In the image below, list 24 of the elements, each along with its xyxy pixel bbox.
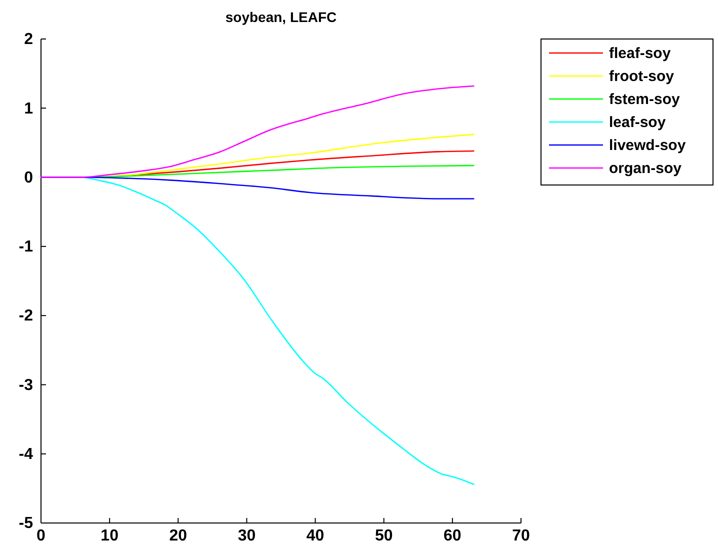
y-tick-label: 2 [24,31,34,48]
y-tick-label: 0 [24,169,34,186]
y-tick-label: 1 [24,100,34,118]
x-tick-label: 30 [238,527,256,544]
x-tick-label: 0 [36,527,46,544]
x-tick-label: 50 [374,527,393,544]
y-tick-label: -1 [18,238,34,256]
x-tick-label: 20 [169,527,188,544]
legend-label: fleaf-soy [609,45,672,62]
y-tick-label: -4 [18,446,34,463]
y-tick-label: -3 [18,376,34,394]
x-tick-label: 60 [444,527,462,544]
line-series [40,85,474,178]
legend-label: froot-soy [609,68,675,85]
x-tick-label: 10 [100,527,119,544]
y-tick-label: -5 [18,515,34,532]
chart-title: soybean, LEAFC [225,9,337,25]
y-tick-label: -2 [18,308,34,325]
legend-label: organ-soy [609,160,682,177]
x-tick-label: 70 [512,527,530,544]
legend-label: livewd-soy [609,137,686,154]
x-tick-label: 40 [306,527,324,544]
legend-label: fstem-soy [609,91,681,108]
legend-label: leaf-soy [609,114,666,131]
